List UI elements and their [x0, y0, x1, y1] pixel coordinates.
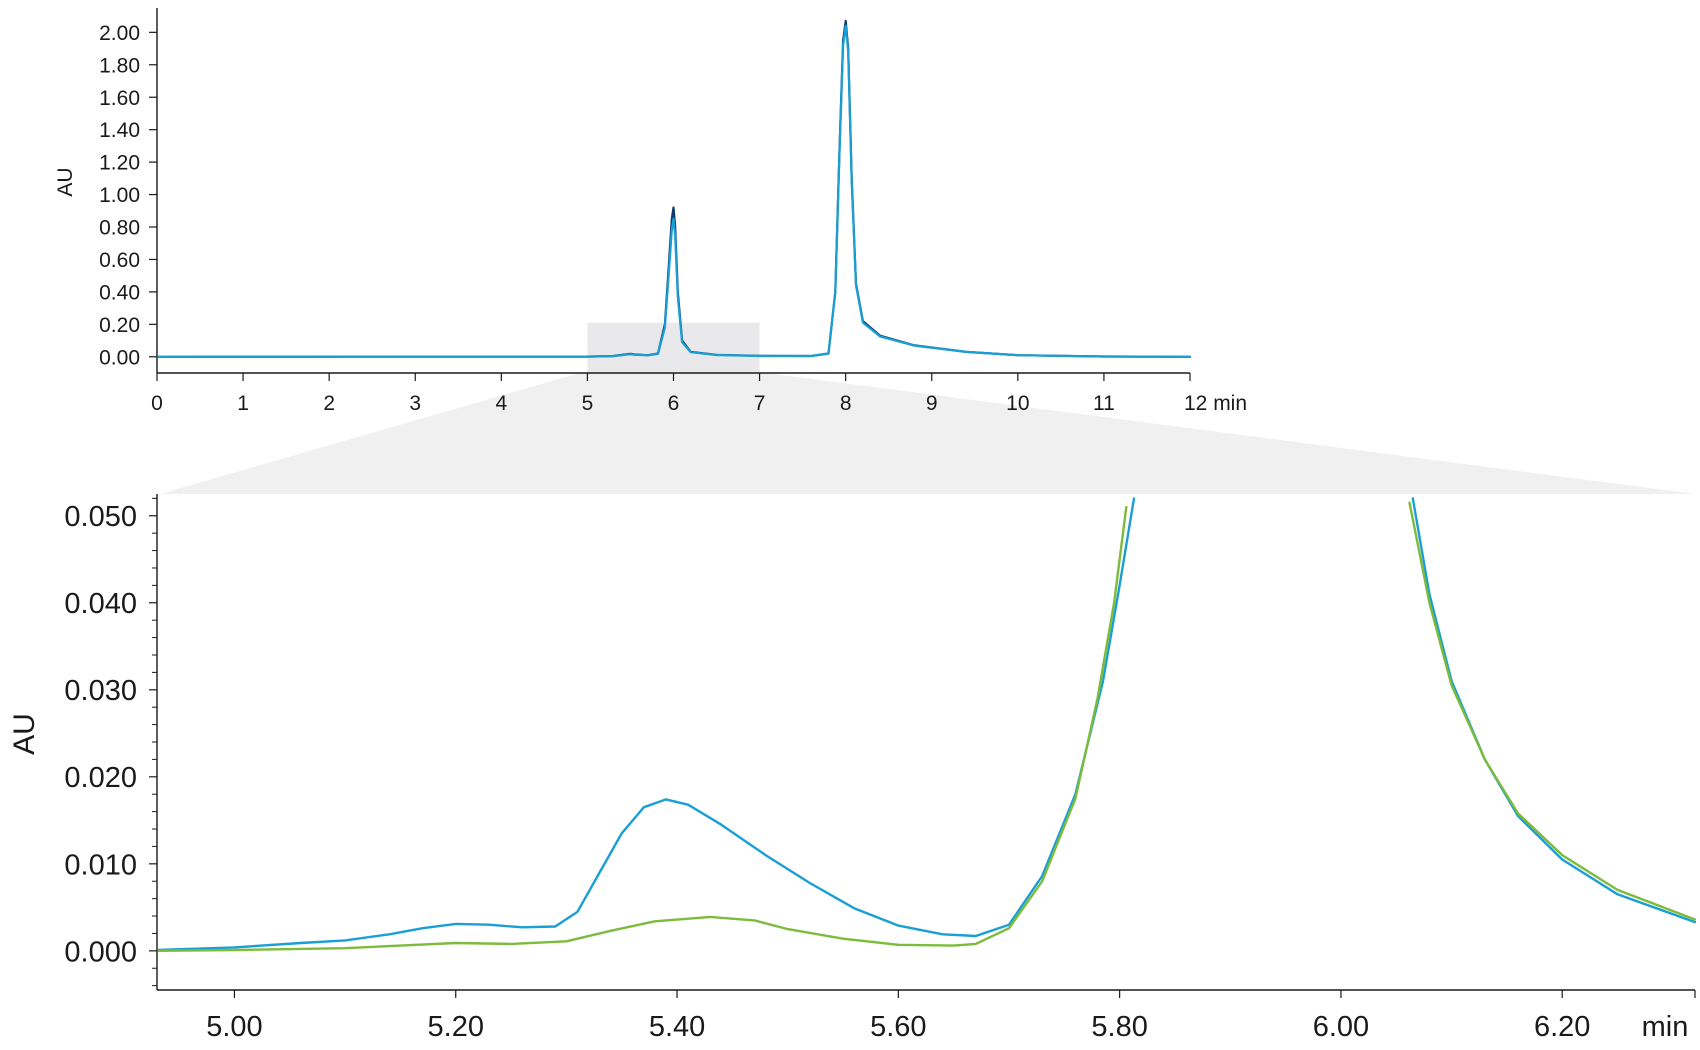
- zoom-x-tick-label: 5.20: [428, 1011, 484, 1043]
- overview-y-tick-label: 0.00: [99, 346, 140, 369]
- zoom-series-line-2: [158, 501, 1696, 952]
- overview-y-tick-label: 1.80: [99, 54, 140, 77]
- overview-y-tick-label: 1.00: [99, 184, 140, 207]
- zoom-x-tick-label: 5.40: [649, 1011, 705, 1043]
- overview-y-tick-label: 0.40: [99, 281, 140, 304]
- overview-y-tick-label: 0.20: [99, 314, 140, 337]
- overview-chart: 0.00 0.20 0.40 0.60 0.80 1.00 1.20 1.40 1.60 1.80…: [54, 8, 1247, 415]
- overview-x-tick-label: 0: [151, 392, 163, 415]
- overview-x-tick-label: 4: [495, 392, 507, 415]
- overview-x-tick-label: 2: [323, 392, 335, 415]
- zoom-y-tick-label: 0.050: [64, 501, 137, 533]
- zoom-connector: [160, 372, 1695, 494]
- zoom-y-tick-label: 0.040: [64, 588, 137, 620]
- overview-x-tick-label: 1: [237, 392, 249, 415]
- overview-series-line-2: [158, 24, 1191, 358]
- overview-y-tick-label: 1.40: [99, 119, 140, 142]
- overview-x-tick-label: 3: [409, 392, 421, 415]
- overview-x-tick-label: 12 min: [1184, 392, 1247, 415]
- overview-y-tick-label: 0.80: [99, 217, 140, 240]
- zoom-x-tick-label: 5.60: [870, 1011, 926, 1043]
- overview-y-tick-label: 2.00: [99, 22, 140, 45]
- overview-y-tick-label: 1.60: [99, 87, 140, 110]
- overview-series-line-1: [158, 19, 1191, 358]
- zoom-y-axis-title: AU: [8, 713, 41, 755]
- zoom-y-tick-label: 0.010: [64, 849, 137, 881]
- overview-y-tick-label: 1.20: [99, 152, 140, 175]
- zoom-x-tick-label: 6.20: [1534, 1011, 1590, 1043]
- zoom-x-unit-label: min: [1642, 1011, 1689, 1043]
- overview-x-tick-label: 6: [668, 392, 680, 415]
- zoom-x-tick-label: 5.80: [1091, 1011, 1147, 1043]
- zoom-x-tick-label: 5.00: [206, 1011, 262, 1043]
- overview-x-tick-label: 10: [1006, 392, 1029, 415]
- zoom-series-line-1: [158, 497, 1696, 952]
- overview-x-tick-label: 5: [582, 392, 594, 415]
- zoom-x-tick-label: 6.00: [1313, 1011, 1369, 1043]
- zoom-y-tick-label: 0.020: [64, 762, 137, 794]
- zoom-region-highlight: [587, 322, 760, 373]
- zoom-y-tick-label: 0.000: [64, 936, 137, 968]
- zoom-chart: 0.000 0.010 0.020 0.030 0.040 0.050 5.00 5.20 5.…: [8, 494, 1696, 1043]
- zoom-y-tick-label: 0.030: [64, 675, 137, 707]
- overview-x-tick-label: 8: [840, 392, 852, 415]
- overview-y-tick-label: 0.60: [99, 249, 140, 272]
- overview-x-tick-label: 9: [926, 392, 938, 415]
- overview-x-tick-label: 11: [1093, 392, 1115, 415]
- overview-y-axis-title: AU: [54, 167, 77, 196]
- overview-x-tick-label: 7: [754, 392, 766, 415]
